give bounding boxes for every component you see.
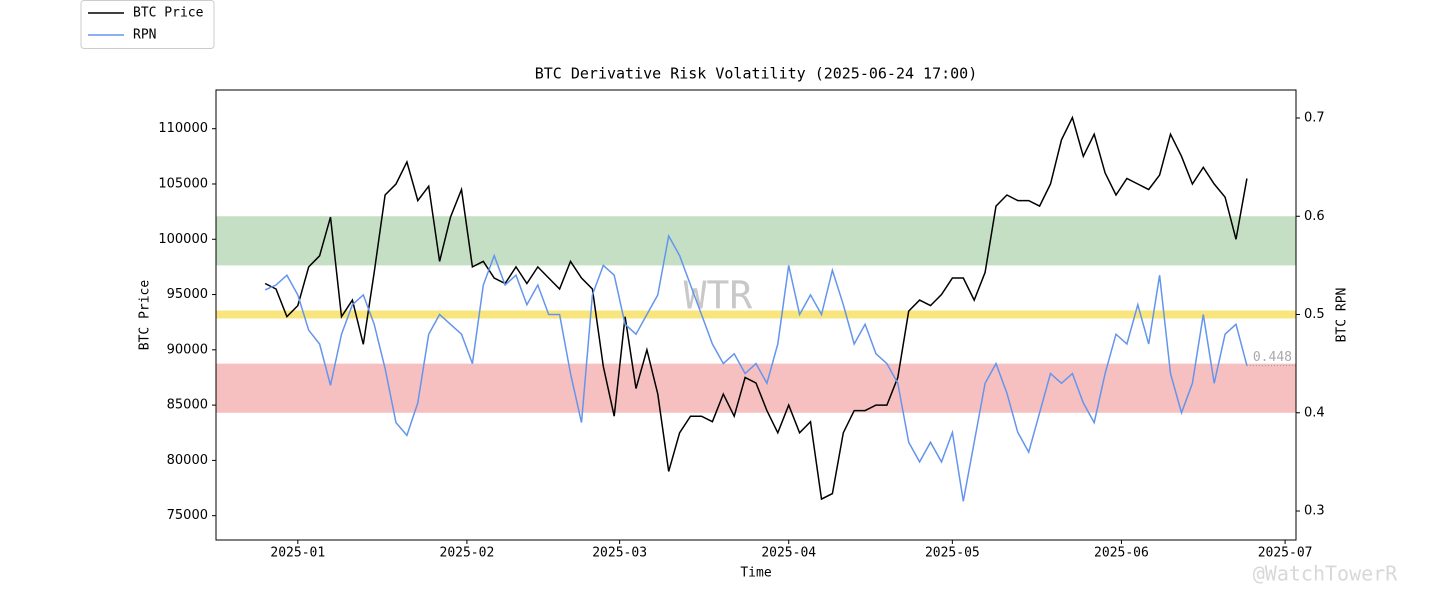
x-tick-label: 2025-02 [440, 546, 495, 561]
y-tick-label: 95000 [167, 287, 208, 302]
x-tick-label: 2025-05 [925, 546, 980, 561]
x-tick-label: 2025-04 [761, 546, 816, 561]
x-tick-label: 2025-03 [592, 546, 647, 561]
y2-axis-label: BTC RPN [1335, 288, 1350, 343]
chart-title: BTC Derivative Risk Volatility (2025-06-… [535, 65, 978, 83]
y-tick-label: 90000 [167, 342, 208, 357]
y-tick-label: 105000 [158, 176, 208, 191]
y-tick-label: 110000 [158, 121, 208, 136]
y2-tick-label: 0.5 [1304, 307, 1325, 322]
x-tick-label: 2025-07 [1258, 546, 1313, 561]
y2-tick-label: 0.7 [1304, 111, 1325, 126]
y2-tick-label: 0.4 [1304, 405, 1325, 420]
credit-watermark: @WatchTowerR [1253, 562, 1398, 586]
x-tick-label: 2025-01 [270, 546, 325, 561]
y-axis-label: BTC Price [138, 280, 153, 351]
series-line [264, 233, 1248, 502]
band [216, 363, 1296, 413]
y2-tick-label: 0.3 [1304, 504, 1325, 519]
y-tick-label: 75000 [167, 508, 208, 523]
x-tick-label: 2025-06 [1094, 546, 1149, 561]
y-tick-label: 85000 [167, 398, 208, 413]
band [216, 216, 1296, 266]
x-axis-label: Time [740, 566, 771, 581]
y2-tick-label: 0.6 [1304, 209, 1325, 224]
legend-label: BTC Price [133, 6, 204, 21]
end-label: 0.448 [1253, 350, 1292, 365]
y-tick-label: 100000 [158, 232, 208, 247]
y-tick-label: 80000 [167, 453, 208, 468]
legend-label: RPN [133, 28, 156, 43]
series-line [264, 115, 1248, 501]
